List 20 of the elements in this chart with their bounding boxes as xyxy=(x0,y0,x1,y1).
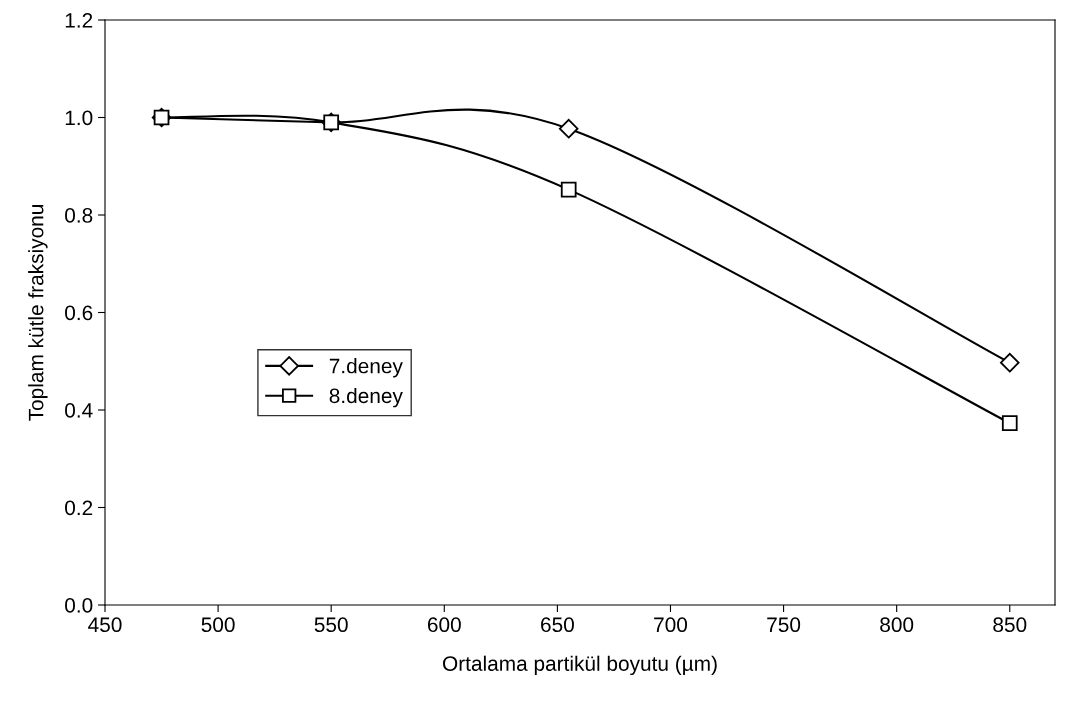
x-tick-label: 700 xyxy=(654,617,688,633)
y-axis-title: Toplam kütle fraksiyonu xyxy=(28,205,48,421)
y-tick-label: 0.4 xyxy=(65,403,93,418)
y-tick-label: 1.0 xyxy=(65,110,93,126)
x-axis-title: Ortalama partikül boyutu (µm) xyxy=(443,655,717,676)
x-tick-label: 800 xyxy=(880,617,914,633)
y-tick-label: 0.6 xyxy=(65,305,93,321)
x-tick-label: 600 xyxy=(427,617,461,633)
y-tick-label: 0.8 xyxy=(65,208,93,223)
y-tick-label: 0.2 xyxy=(65,500,93,516)
x-tick-label: 450 xyxy=(88,617,122,633)
legend-label: 7.deney xyxy=(329,358,403,378)
y-tick-label: 1.2 xyxy=(65,13,93,28)
legend-label: 8.deney xyxy=(329,387,403,408)
x-tick-label: 850 xyxy=(993,617,1027,633)
x-tick-label: 750 xyxy=(767,617,801,633)
x-tick-label: 500 xyxy=(201,617,235,633)
x-tick-label: 550 xyxy=(314,617,348,633)
x-tick-label: 650 xyxy=(541,617,574,633)
y-tick-label: 0.0 xyxy=(65,598,93,613)
